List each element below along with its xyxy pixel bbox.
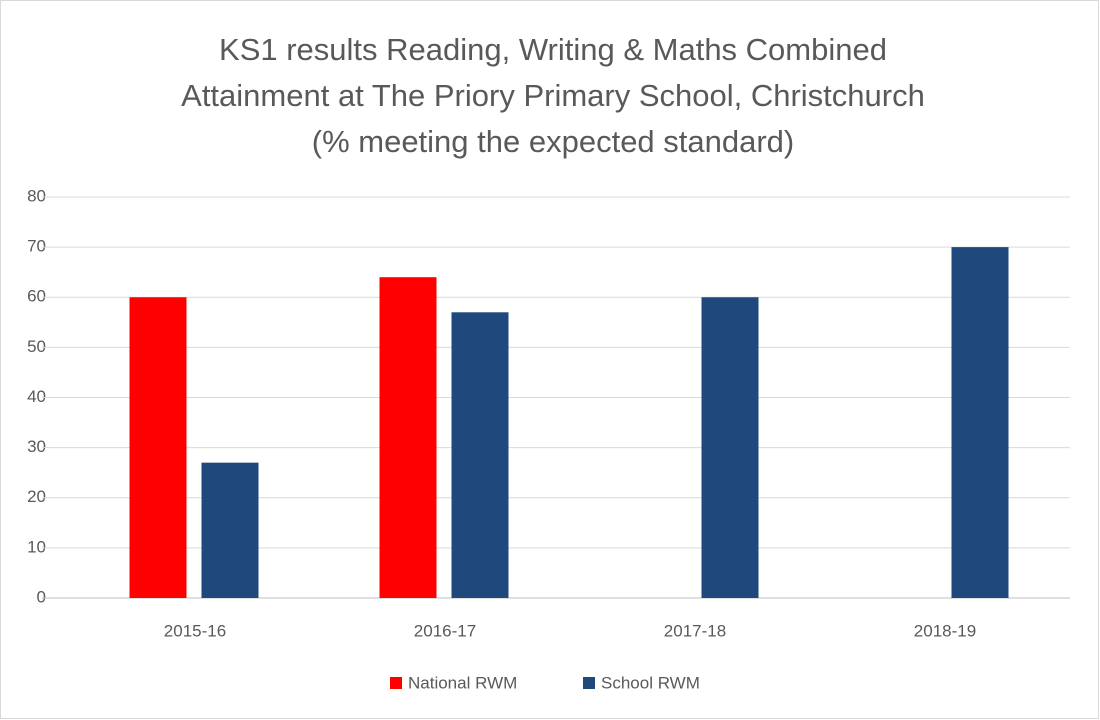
legend-swatch — [390, 677, 402, 689]
y-tick-label: 0 — [37, 587, 46, 606]
chart-title: Attainment at The Priory Primary School,… — [181, 78, 925, 113]
y-tick-label: 30 — [27, 437, 46, 456]
bar — [129, 297, 187, 598]
bar — [201, 462, 259, 598]
legend-swatch — [583, 677, 595, 689]
legend-label: School RWM — [601, 673, 700, 692]
y-tick-label: 70 — [27, 237, 46, 256]
bar — [379, 277, 437, 598]
bar — [451, 312, 509, 598]
y-tick-label: 20 — [27, 487, 46, 506]
y-tick-label: 60 — [27, 287, 46, 306]
bar — [701, 297, 759, 598]
y-tick-label: 50 — [27, 337, 46, 356]
y-tick-label: 40 — [27, 387, 46, 406]
y-tick-label: 10 — [27, 537, 46, 556]
chart-title: (% meeting the expected standard) — [312, 124, 795, 159]
chart-title: KS1 results Reading, Writing & Maths Com… — [219, 32, 887, 67]
x-tick-label: 2016-17 — [414, 621, 476, 640]
y-tick-label: 80 — [27, 186, 46, 205]
legend-label: National RWM — [408, 673, 517, 692]
bar — [951, 247, 1009, 598]
x-tick-label: 2015-16 — [164, 621, 226, 640]
x-tick-label: 2018-19 — [914, 621, 976, 640]
x-tick-label: 2017-18 — [664, 621, 726, 640]
